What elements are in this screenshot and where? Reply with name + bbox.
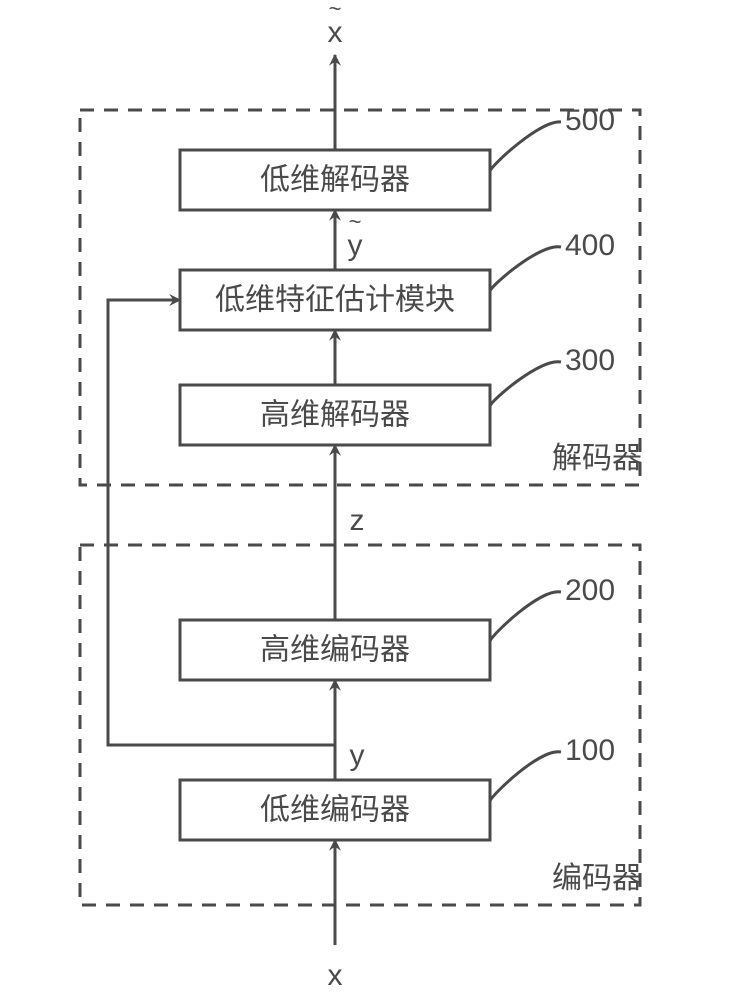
- block-number-b200: 200: [565, 574, 615, 607]
- group-label-encoder: 编码器: [552, 862, 642, 895]
- signal-y_tilde-tilde: ~: [349, 209, 362, 234]
- leader-b500: [490, 122, 561, 171]
- block-label-b500: 低维解码器: [260, 164, 410, 197]
- signal-x_tilde-tilde: ~: [329, 0, 342, 21]
- signal-z: z: [350, 504, 365, 537]
- block-label-b400: 低维特征估计模块: [215, 284, 455, 317]
- block-number-b500: 500: [565, 104, 615, 137]
- group-label-decoder: 解码器: [552, 442, 642, 475]
- leader-b100: [490, 752, 561, 801]
- block-label-b200: 高维编码器: [260, 634, 410, 667]
- leader-b200: [490, 592, 561, 641]
- block-number-b100: 100: [565, 734, 615, 767]
- group-box-encoder: [80, 545, 640, 905]
- leader-b400: [490, 247, 561, 291]
- block-number-b400: 400: [565, 229, 615, 262]
- leader-b300: [490, 362, 561, 406]
- signal-x: x: [328, 959, 343, 992]
- block-label-b300: 高维解码器: [260, 399, 410, 432]
- encoder-decoder-diagram: 低维解码器 500 低维特征估计模块 400 高维解码器 300 高维编码器 200 低维编码器…: [0, 0, 729, 1000]
- block-label-b100: 低维编码器: [260, 794, 410, 827]
- signal-y: y: [350, 739, 365, 772]
- block-number-b300: 300: [565, 344, 615, 377]
